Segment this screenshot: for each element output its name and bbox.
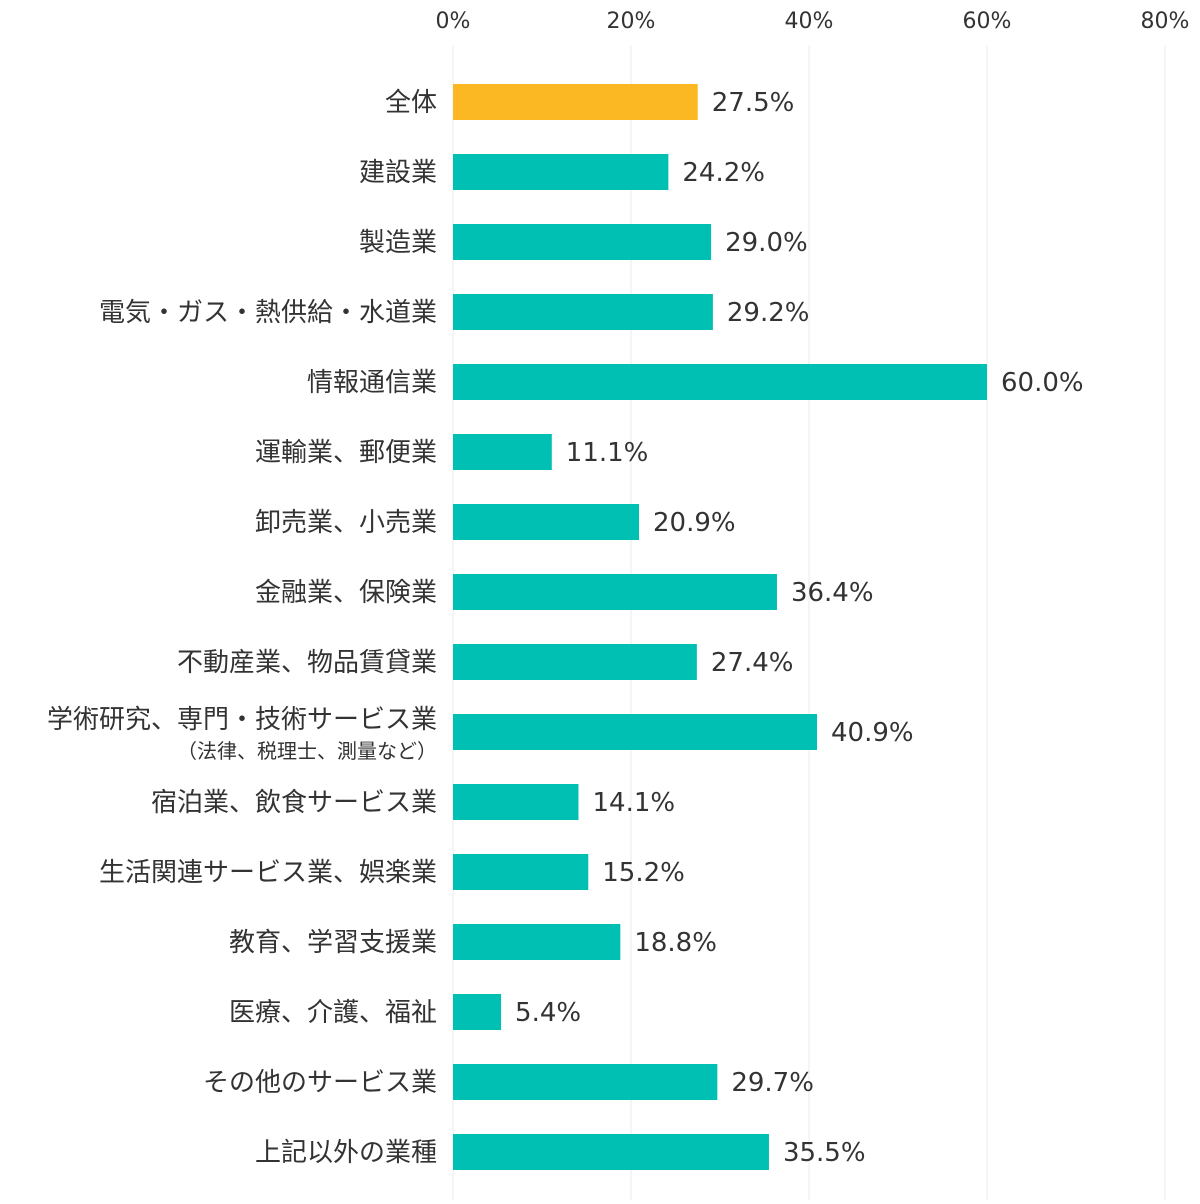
bar [453, 644, 697, 680]
value-label: 27.4% [711, 648, 794, 678]
bar [453, 854, 589, 890]
bar [453, 1064, 718, 1100]
x-tick-label: 60% [963, 9, 1012, 34]
bar [453, 434, 552, 470]
category-label: 情報通信業 [307, 368, 437, 398]
category-label: 建設業 [359, 158, 437, 188]
category-label: 学術研究、専門・技術サービス業 [47, 705, 437, 735]
value-label: 15.2% [602, 858, 685, 888]
bar [453, 994, 502, 1030]
value-label: 40.9% [831, 718, 914, 748]
value-label: 5.4% [515, 998, 581, 1028]
bars [453, 84, 987, 1170]
category-label: 医療、介護、福祉 [229, 998, 437, 1028]
value-labels: 27.5% 24.2% 29.0% 29.2% 60.0% 11.1% 20.9% 36.4%… [515, 88, 1084, 1168]
category-label: 全体 [385, 88, 437, 118]
x-tick-label: 0% [436, 9, 471, 34]
category-label: 電気・ガス・熱供給・水道業 [99, 298, 437, 328]
x-tick-label: 80% [1141, 9, 1190, 34]
x-tick-label: 40% [785, 9, 834, 34]
value-label: 11.1% [566, 438, 649, 468]
bar [453, 154, 669, 190]
bar [453, 294, 713, 330]
bar [453, 924, 621, 960]
bar [453, 84, 698, 120]
value-label: 14.1% [592, 788, 675, 818]
value-label: 18.8% [634, 928, 717, 958]
category-label: 不動産業、物品賃貸業 [177, 648, 437, 678]
value-label: 60.0% [1001, 368, 1084, 398]
value-label: 24.2% [682, 158, 765, 188]
bar [453, 224, 712, 260]
category-labels: 全体建設業製造業電気・ガス・熱供給・水道業情報通信業運輸業、郵便業卸売業、小売業… [47, 88, 437, 1168]
x-tick-label: 20% [607, 9, 656, 34]
category-label: 運輸業、郵便業 [255, 438, 437, 468]
category-sublabel: （法律、税理士、測量など） [177, 739, 437, 763]
category-label: 製造業 [359, 228, 437, 258]
category-label: 生活関連サービス業、娯楽業 [99, 858, 437, 888]
bar [453, 1134, 769, 1170]
category-label: 宿泊業、飲食サービス業 [151, 788, 437, 818]
category-label: 卸売業、小売業 [255, 508, 437, 538]
bar [453, 574, 777, 610]
value-label: 29.7% [731, 1068, 814, 1098]
bar [453, 784, 579, 820]
category-label: 教育、学習支援業 [229, 928, 437, 958]
value-label: 35.5% [783, 1138, 866, 1168]
x-axis-ticks: 0% 20% 40% 60% 80% [436, 9, 1190, 34]
value-label: 27.5% [712, 88, 795, 118]
value-label: 20.9% [653, 508, 736, 538]
value-label: 36.4% [791, 578, 874, 608]
category-label: 金融業、保険業 [255, 578, 437, 608]
bar [453, 714, 818, 750]
bar [453, 364, 987, 400]
value-label: 29.0% [725, 228, 808, 258]
category-label: 上記以外の業種 [255, 1138, 437, 1168]
value-label: 29.2% [727, 298, 810, 328]
bar [453, 504, 640, 540]
category-label: その他のサービス業 [203, 1068, 437, 1098]
